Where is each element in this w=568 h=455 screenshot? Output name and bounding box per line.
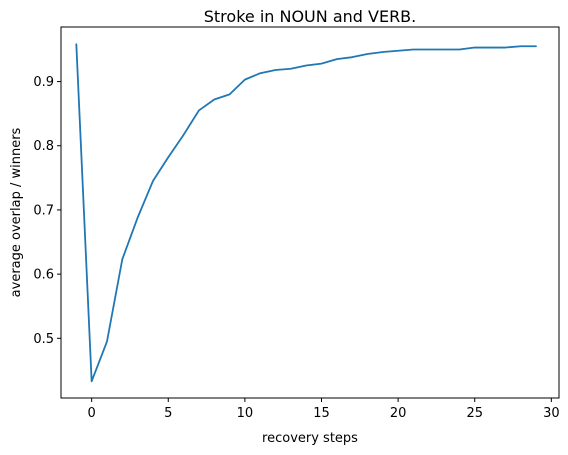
x-tick-label: 15 bbox=[313, 406, 330, 421]
x-tick-label: 10 bbox=[237, 406, 254, 421]
plot-area bbox=[60, 26, 560, 399]
x-tick-label: 20 bbox=[390, 406, 407, 421]
chart-title: Stroke in NOUN and VERB. bbox=[204, 7, 417, 26]
y-tick-label: 0.9 bbox=[33, 75, 54, 90]
y-axis-label: average overlap / winners bbox=[9, 127, 24, 297]
x-tick-label: 0 bbox=[88, 406, 96, 421]
series-line bbox=[75, 43, 537, 383]
y-tick-label: 0.8 bbox=[33, 139, 54, 154]
y-tick-label: 0.5 bbox=[33, 332, 54, 347]
series-layer bbox=[75, 43, 537, 383]
y-axis: 0.5 0.6 0.7 0.8 0.9 bbox=[33, 75, 61, 347]
x-axis: 0 5 10 15 20 25 30 bbox=[88, 398, 560, 421]
y-tick-label: 0.6 bbox=[33, 268, 54, 283]
x-axis-label: recovery steps bbox=[262, 431, 358, 446]
x-tick-label: 25 bbox=[466, 406, 483, 421]
x-tick-label: 30 bbox=[543, 406, 560, 421]
x-tick-label: 5 bbox=[164, 406, 172, 421]
y-tick-label: 0.7 bbox=[33, 203, 54, 218]
plot-frame bbox=[60, 26, 560, 399]
